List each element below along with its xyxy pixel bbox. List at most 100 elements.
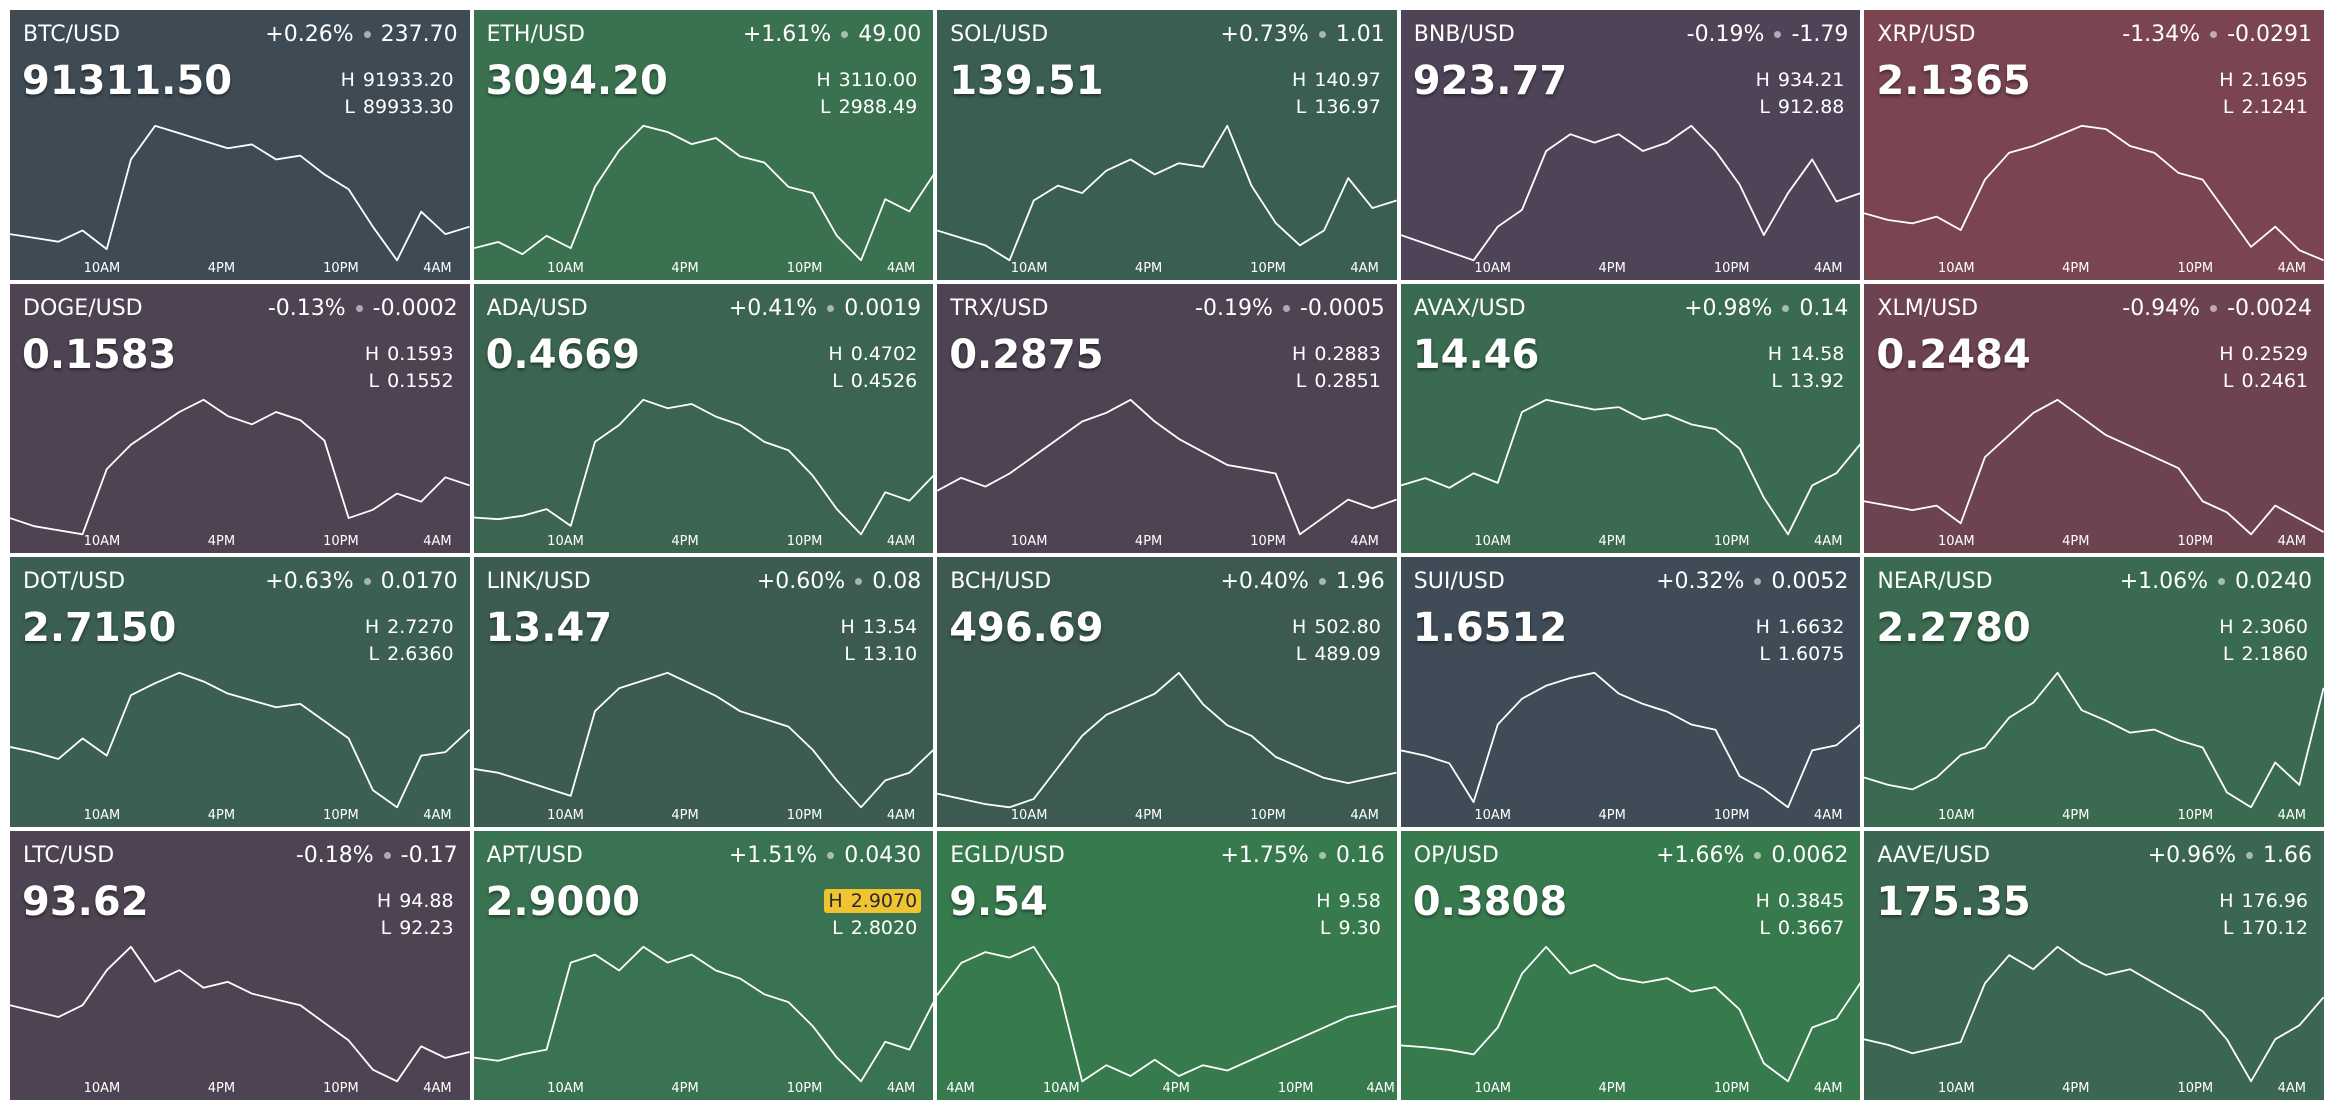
change-row: -0.13% -0.0002 [268, 296, 458, 321]
sparkline-area [937, 123, 1397, 263]
change-value: 1.66 [2263, 842, 2312, 868]
price: 0.4669 [485, 331, 640, 378]
ticker-tile: OP/USD +1.66% 0.0062 0.3808 H 0.3845 L 0.3667 10… [1400, 830, 1861, 1100]
change-percent: -0.19% [1686, 22, 1765, 47]
low-row: L 2988.49 [816, 95, 921, 119]
time-label: 4AM [1350, 807, 1379, 823]
ticker-tile: BNB/USD -0.19% -1.79 923.77 H 934.21 L 912.88 10… [1400, 10, 1861, 280]
high-label: H [828, 342, 843, 365]
sparkline [1864, 946, 2324, 1081]
time-label: 4AM [1366, 1081, 1395, 1096]
high-value: 94.88 [399, 889, 454, 912]
price: 2.2780 [1876, 605, 2031, 651]
high-label: H [2219, 342, 2234, 365]
time-label: 10AM [83, 260, 121, 276]
sparkline-area [1401, 944, 1861, 1084]
time-label: 4AM [886, 1081, 916, 1096]
high-label: H [828, 889, 843, 912]
low-row: L 89933.30 [340, 95, 457, 119]
high-value: 1.6632 [1777, 616, 1845, 638]
pair-name: XLM/USD [1877, 295, 1979, 321]
high-label: H [376, 889, 392, 912]
change-percent: +1.06% [2119, 569, 2209, 594]
time-label: 10AM [1042, 1081, 1080, 1096]
low-label: L [832, 369, 843, 392]
change-value: -0.0005 [1299, 295, 1385, 321]
time-label: 10AM [83, 807, 121, 823]
high-value: 9.58 [1338, 889, 1381, 912]
time-label: 10AM [1937, 260, 1975, 276]
sparkline-area [937, 670, 1397, 810]
change-row: -0.18% -0.17 [296, 843, 458, 868]
high-row: H 176.96 [2215, 889, 2312, 913]
high-value: 140.97 [1314, 69, 1381, 91]
time-label: 10AM [547, 807, 584, 823]
low-label: L [368, 369, 380, 392]
high-label: H [2219, 889, 2234, 912]
change-percent: +0.63% [265, 569, 354, 594]
change-percent: +0.26% [265, 22, 354, 47]
time-label: 10AM [1937, 1081, 1975, 1096]
separator-dot [383, 851, 391, 859]
low-label: L [1295, 369, 1307, 392]
time-label: 4PM [1598, 807, 1626, 823]
high-row: H 14.58 [1764, 342, 1849, 366]
low-label: L [1295, 643, 1307, 665]
time-label: 10PM [786, 534, 823, 549]
low-label: L [1759, 916, 1770, 939]
high-label: H [1292, 342, 1307, 365]
time-label: 4AM [423, 807, 452, 823]
low-row: L 2.1241 [2219, 95, 2312, 119]
ticker-tile: APT/USD +1.51% 0.0430 2.9000 H 2.9070 L 2.8020 1… [473, 830, 934, 1100]
time-label: 10PM [1250, 534, 1286, 549]
low-row: L 1.6075 [1755, 642, 1848, 666]
ticker-tile: NEAR/USD +1.06% 0.0240 2.2780 H 2.3060 L 2.1860… [1864, 557, 2324, 827]
price: 91311.50 [22, 58, 233, 104]
change-percent: +0.60% [756, 569, 846, 594]
ticker-tile: DOGE/USD -0.13% -0.0002 0.1583 H 0.1593 L 0.155… [10, 283, 470, 553]
sparkline [10, 946, 470, 1081]
pair-name: LINK/USD [486, 569, 591, 594]
low-value: 13.92 [1789, 369, 1845, 392]
high-row: H 0.4702 [824, 342, 921, 366]
separator-dot [1318, 31, 1326, 38]
high-label: H [2219, 69, 2234, 91]
sparkline [474, 946, 934, 1081]
sparkline [1864, 126, 2324, 261]
sparkline [937, 673, 1397, 808]
change-row: -0.94% -0.0024 [2122, 296, 2312, 321]
change-percent: +0.73% [1220, 22, 1309, 47]
time-label: 4AM [2277, 534, 2307, 549]
time-label: 10AM [1937, 534, 1975, 549]
change-value: 237.70 [380, 22, 458, 47]
ticker-tile: DOT/USD +0.63% 0.0170 2.7150 H 2.7270 L 2.6360 1… [10, 557, 470, 827]
time-label: 10PM [323, 534, 359, 549]
low-row: L 170.12 [2219, 916, 2312, 940]
sparkline-area [1401, 397, 1861, 537]
sparkline-area [10, 123, 470, 263]
sparkline [1401, 946, 1861, 1081]
sparkline [10, 399, 470, 534]
price: 93.62 [22, 878, 149, 925]
ticker-tile: SUI/USD +0.32% 0.0052 1.6512 H 1.6632 L 1.6075 1… [1400, 557, 1861, 827]
ticker-tile: BCH/USD +0.40% 1.96 496.69 H 502.80 L 489.09 10A… [937, 557, 1397, 827]
low-value: 912.88 [1777, 96, 1845, 118]
separator-dot [827, 851, 835, 859]
high-row: H 13.54 [836, 615, 921, 639]
time-label: 4PM [2062, 534, 2090, 549]
sparkline [1401, 399, 1861, 534]
time-label: 4AM [1814, 534, 1843, 549]
low-label: L [844, 643, 855, 665]
price: 0.1583 [22, 331, 177, 378]
price: 9.54 [949, 878, 1048, 925]
change-value: 0.16 [1335, 842, 1385, 868]
low-row: L 0.2461 [2219, 369, 2312, 393]
high-row: H 934.21 [1752, 68, 1849, 92]
sparkline [474, 126, 934, 261]
time-label: 4PM [2062, 1081, 2090, 1096]
change-value: -0.0291 [2227, 22, 2312, 47]
low-value: 0.2461 [2241, 369, 2308, 392]
time-label: 4AM [1350, 534, 1379, 549]
pair-name: ADA/USD [486, 295, 588, 321]
high-value: 2.7270 [387, 616, 454, 638]
